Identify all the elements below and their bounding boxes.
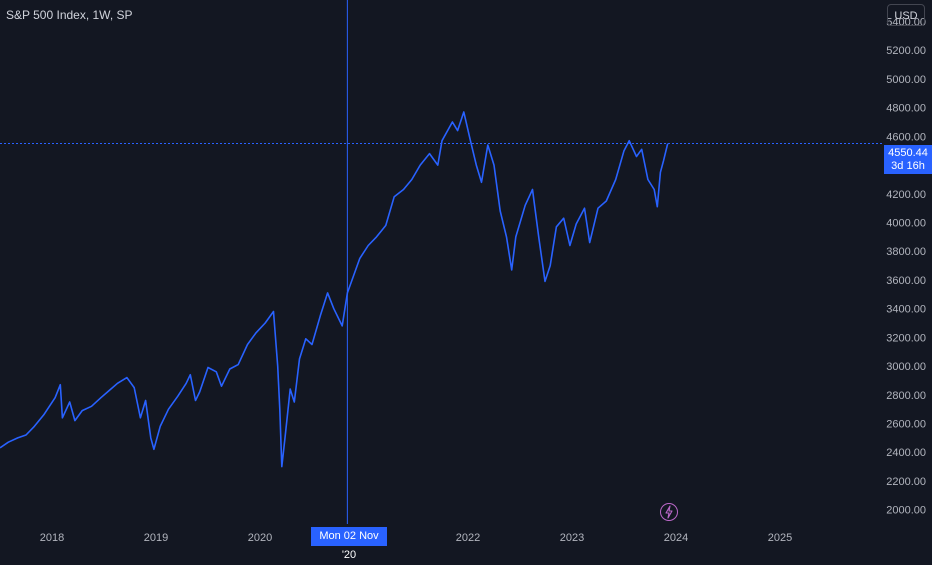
crosshair-date-label: Mon 02 Nov '20 xyxy=(311,527,387,561)
bar-countdown: 3d 16h xyxy=(891,160,925,172)
y-tick-label: 2600.00 xyxy=(886,419,926,431)
price-chart[interactable]: 2000.00 2200.00 2400.00 2600.00 2800.00 3000.… xyxy=(0,0,932,550)
x-tick-label: 2023 xyxy=(560,532,584,544)
last-price-value: 4550.44 xyxy=(888,147,928,159)
y-tick-label: 2800.00 xyxy=(886,390,926,402)
last-price-tag: 4550.44 3d 16h xyxy=(884,145,932,174)
series-line xyxy=(0,111,669,468)
x-tick-label: 2019 xyxy=(144,532,168,544)
y-tick-label: 2000.00 xyxy=(886,505,926,517)
y-tick-label: 3600.00 xyxy=(886,275,926,287)
y-tick-label: 4600.00 xyxy=(886,131,926,143)
x-tick-label: 2024 xyxy=(664,532,688,544)
x-tick-label: 2025 xyxy=(768,532,792,544)
currency-button[interactable]: USD xyxy=(887,4,925,26)
y-tick-label: 3400.00 xyxy=(886,304,926,316)
y-tick-label: 5000.00 xyxy=(886,74,926,86)
x-tick-label: 2022 xyxy=(456,532,480,544)
y-tick-label: 4200.00 xyxy=(886,189,926,201)
y-tick-label: 3000.00 xyxy=(886,361,926,373)
x-tick-label: 2018 xyxy=(40,532,64,544)
y-tick-label: 3200.00 xyxy=(886,332,926,344)
y-tick-label: 3800.00 xyxy=(886,246,926,258)
x-tick-label: 2020 xyxy=(248,532,272,544)
chart-title: S&P 500 Index, 1W, SP xyxy=(6,8,133,22)
y-tick-label: 2400.00 xyxy=(886,447,926,459)
y-tick-label: 2200.00 xyxy=(886,476,926,488)
y-tick-label: 5200.00 xyxy=(886,45,926,57)
y-tick-label: 4800.00 xyxy=(886,103,926,115)
lightning-icon[interactable] xyxy=(660,503,678,521)
y-tick-label: 4000.00 xyxy=(886,218,926,230)
